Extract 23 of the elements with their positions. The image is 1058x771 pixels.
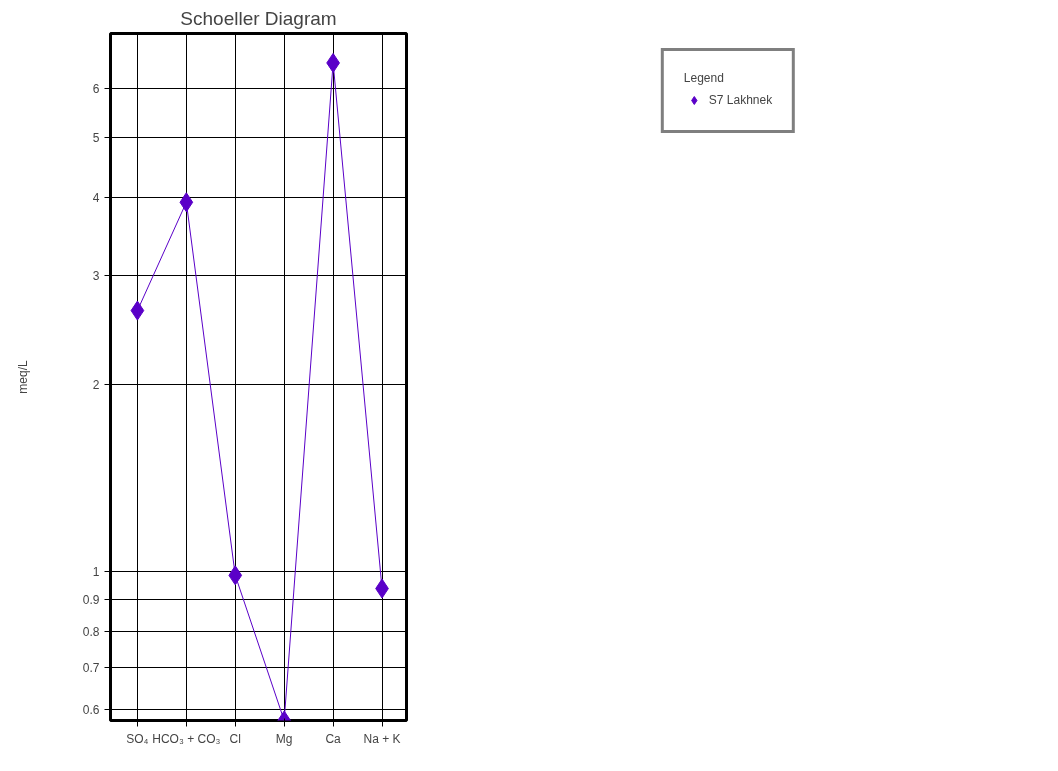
x-tick-label: SO₄ xyxy=(126,731,149,746)
x-tick-label: Ca xyxy=(325,731,342,746)
point xyxy=(130,300,145,321)
x-tick-label: Cl xyxy=(229,731,241,746)
y-tick-label: 0.7 xyxy=(82,660,100,675)
legend-title: Legend xyxy=(683,71,725,85)
x-tick-label: HCO₃ + CO₃ xyxy=(152,731,221,746)
chart-title: Schoeller Diagram xyxy=(180,7,337,29)
y-tick-label: 3 xyxy=(92,268,100,283)
y-tick-label: 6 xyxy=(92,81,100,96)
legend-label: S7 Lakhnek xyxy=(708,93,773,107)
y-tick-label: 0.6 xyxy=(82,702,100,717)
point xyxy=(179,192,194,213)
x-tick-label: Na + K xyxy=(363,731,401,746)
x-tick-label: Mg xyxy=(275,731,293,746)
y-tick-label: 4 xyxy=(92,191,100,206)
y-tick-label: 5 xyxy=(92,130,100,145)
y-tick-label: 2 xyxy=(92,377,100,392)
y-tick-label: 0.8 xyxy=(82,624,100,639)
y-axis-title: meq/L xyxy=(15,360,30,394)
y-tick-label: 1 xyxy=(92,564,100,579)
y-tick-label: 0.9 xyxy=(82,593,100,608)
point xyxy=(228,565,243,586)
